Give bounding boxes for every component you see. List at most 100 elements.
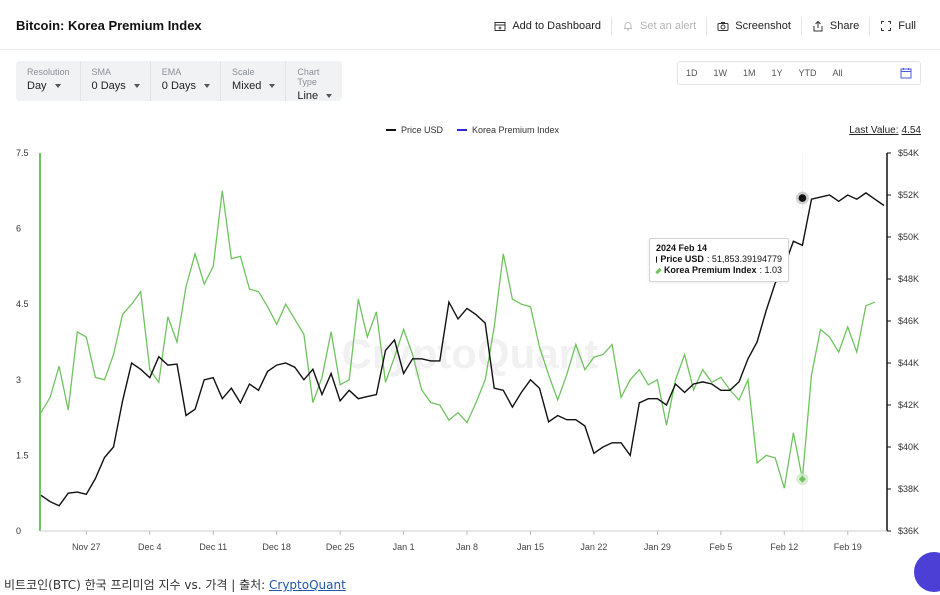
fullscreen-label: Full bbox=[898, 20, 916, 32]
tooltip-index-label: Korea Premium Index bbox=[663, 265, 757, 275]
tooltip-price-label: Price USD bbox=[660, 254, 704, 264]
ema-label: EMA bbox=[161, 67, 182, 77]
x-tick-label: Jan 22 bbox=[580, 542, 607, 552]
range-1y[interactable]: 1Y bbox=[771, 68, 783, 78]
caption-text: 비트코인(BTC) 한국 프리미엄 지수 vs. 가격 | 출처: bbox=[4, 578, 270, 592]
range-all[interactable]: All bbox=[832, 68, 843, 78]
last-value-number: 4.54 bbox=[901, 125, 921, 136]
x-tick-label: Dec 18 bbox=[262, 542, 291, 552]
range-1m[interactable]: 1M bbox=[743, 68, 756, 78]
legend-label-index: Korea Premium Index bbox=[472, 125, 560, 135]
right-axis: $36K $38K $40K $42K $44K $46K $48K $50K $52K $54K bbox=[886, 148, 919, 536]
legend-item-price[interactable]: Price USD bbox=[386, 125, 443, 135]
figure-caption: 비트코인(BTC) 한국 프리미엄 지수 vs. 가격 | 출처: Crypto… bbox=[4, 576, 346, 593]
share-button[interactable]: Share bbox=[802, 17, 869, 35]
legend-item-index[interactable]: Korea Premium Index bbox=[457, 125, 559, 135]
right-tick-label: $48K bbox=[898, 274, 919, 284]
left-axis: 0 1.5 3 4.5 6 7.5 bbox=[16, 148, 41, 536]
legend-swatch-price bbox=[386, 129, 396, 131]
time-range-selector: 1D 1W 1M 1Y YTD All bbox=[677, 61, 921, 85]
fullscreen-button[interactable]: Full bbox=[870, 17, 926, 35]
chat-widget-button[interactable] bbox=[914, 552, 940, 592]
set-alert-button[interactable]: Set an alert bbox=[612, 17, 706, 35]
highlight-markers bbox=[795, 153, 809, 531]
legend-swatch-index bbox=[457, 129, 468, 131]
action-divider bbox=[869, 17, 871, 35]
right-tick-label: $40K bbox=[898, 442, 919, 452]
calendar-icon[interactable] bbox=[900, 67, 912, 79]
tooltip-price-dot bbox=[656, 256, 658, 263]
add-to-dashboard-label: Add to Dashboard bbox=[512, 20, 601, 32]
x-axis: Nov 27 Dec 4 Dec 11 Dec 18 Dec 25 Jan 1 Jan 8 J… bbox=[40, 530, 887, 552]
left-tick-label: 3 bbox=[16, 375, 21, 385]
scale-select[interactable]: Scale Mixed bbox=[221, 61, 287, 101]
scale-label: Scale bbox=[232, 67, 255, 77]
header-actions: Add to Dashboard Set an alert Screenshot… bbox=[484, 17, 926, 35]
resolution-value: Day bbox=[27, 80, 47, 92]
x-tick-label: Jan 8 bbox=[456, 542, 478, 552]
page-title: Bitcoin: Korea Premium Index bbox=[16, 18, 202, 33]
tooltip-row-index: Korea Premium Index : 1.03 bbox=[655, 265, 782, 276]
chevron-down-icon bbox=[133, 84, 140, 88]
x-tick-label: Nov 27 bbox=[72, 542, 101, 552]
ema-value: 0 Days bbox=[161, 80, 197, 92]
range-1d[interactable]: 1D bbox=[686, 68, 698, 78]
sma-label: SMA bbox=[91, 67, 112, 77]
chevron-down-icon bbox=[204, 84, 211, 88]
index-highlight-point bbox=[798, 475, 806, 483]
chart-controls: Resolution Day SMA 0 Days EMA 0 Days Sca… bbox=[16, 61, 342, 102]
x-tick-label: Feb 12 bbox=[770, 542, 798, 552]
last-value-readout: Last Value: 4.54 bbox=[849, 125, 921, 136]
tooltip-price-value: : 51,853.39194779 bbox=[706, 254, 782, 264]
x-tick-label: Feb 19 bbox=[834, 542, 862, 552]
action-divider bbox=[800, 17, 802, 35]
tooltip-date: 2024 Feb 14 bbox=[656, 243, 708, 253]
x-tick-label: Jan 1 bbox=[393, 542, 415, 552]
page-header: Bitcoin: Korea Premium Index Add to Dash… bbox=[0, 0, 940, 50]
chart-type-select[interactable]: Chart Type Line bbox=[286, 61, 342, 102]
add-to-dashboard-button[interactable]: Add to Dashboard bbox=[484, 17, 611, 35]
right-tick-label: $54K bbox=[898, 148, 919, 158]
chart-plot[interactable]: CryptoQuant 01.534.567.5 $36K$38K$40K$42… bbox=[0, 0, 940, 560]
chevron-down-icon bbox=[326, 94, 333, 98]
sma-select[interactable]: SMA 0 Days bbox=[81, 61, 151, 101]
tooltip-index-diamond bbox=[655, 267, 662, 274]
expand-icon bbox=[881, 21, 892, 31]
right-tick-label: $38K bbox=[898, 484, 919, 494]
ema-select[interactable]: EMA 0 Days bbox=[151, 61, 222, 101]
screenshot-label: Screenshot bbox=[735, 20, 791, 32]
x-tick-label: Dec 4 bbox=[138, 542, 162, 552]
left-tick-label: 6 bbox=[16, 224, 21, 234]
chart-tooltip: 2024 Feb 14 Price USD : 51,853.39194779 … bbox=[649, 238, 789, 282]
chevron-down-icon bbox=[269, 84, 276, 88]
x-tick-label: Feb 5 bbox=[709, 542, 732, 552]
range-1w[interactable]: 1W bbox=[713, 68, 728, 78]
share-icon bbox=[813, 20, 823, 32]
series-line-price-usd bbox=[40, 192, 885, 507]
right-tick-label: $36K bbox=[898, 526, 919, 536]
action-divider bbox=[706, 17, 708, 35]
chart-legend: Price USD Korea Premium Index bbox=[386, 125, 559, 135]
sma-value: 0 Days bbox=[91, 80, 126, 92]
bell-icon bbox=[623, 22, 632, 31]
screenshot-button[interactable]: Screenshot bbox=[707, 17, 801, 35]
chart-type-label: Chart Type bbox=[297, 67, 320, 87]
right-tick-label: $52K bbox=[898, 190, 919, 200]
right-tick-label: $46K bbox=[898, 316, 919, 326]
set-alert-label: Set an alert bbox=[639, 20, 697, 32]
last-value-label: Last Value: bbox=[849, 125, 899, 136]
left-tick-label: 1.5 bbox=[16, 450, 29, 460]
caption-source-link[interactable]: CryptoQuant bbox=[269, 578, 346, 592]
resolution-select[interactable]: Resolution Day bbox=[16, 61, 81, 101]
left-tick-label: 4.5 bbox=[16, 299, 29, 309]
right-tick-label: $50K bbox=[898, 232, 919, 242]
dashboard-icon bbox=[494, 22, 506, 31]
right-tick-label: $42K bbox=[898, 400, 919, 410]
action-divider bbox=[610, 17, 612, 35]
camera-icon bbox=[717, 22, 729, 31]
scale-value: Mixed bbox=[232, 80, 262, 92]
series-line-korea-premium-index bbox=[40, 190, 876, 489]
legend-label-price: Price USD bbox=[401, 125, 444, 135]
chart-type-value: Line bbox=[297, 90, 319, 102]
range-ytd[interactable]: YTD bbox=[798, 68, 817, 78]
